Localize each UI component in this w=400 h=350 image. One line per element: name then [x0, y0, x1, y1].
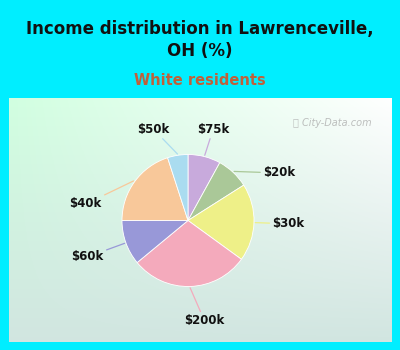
Text: $40k: $40k	[70, 181, 134, 210]
Text: $200k: $200k	[184, 288, 225, 327]
Text: $75k: $75k	[197, 123, 229, 155]
Text: $30k: $30k	[255, 217, 304, 230]
Text: White residents: White residents	[134, 73, 266, 88]
Text: $60k: $60k	[72, 243, 125, 263]
Text: Income distribution in Lawrenceville,
OH (%): Income distribution in Lawrenceville, OH…	[26, 20, 374, 60]
Wedge shape	[168, 154, 188, 220]
Wedge shape	[137, 220, 241, 287]
Wedge shape	[188, 185, 254, 259]
Text: $50k: $50k	[138, 123, 178, 154]
Wedge shape	[188, 154, 220, 220]
Wedge shape	[122, 158, 188, 220]
Wedge shape	[188, 163, 244, 220]
Wedge shape	[122, 220, 188, 262]
Text: $20k: $20k	[234, 167, 295, 180]
Text: ⓘ City-Data.com: ⓘ City-Data.com	[294, 118, 372, 127]
